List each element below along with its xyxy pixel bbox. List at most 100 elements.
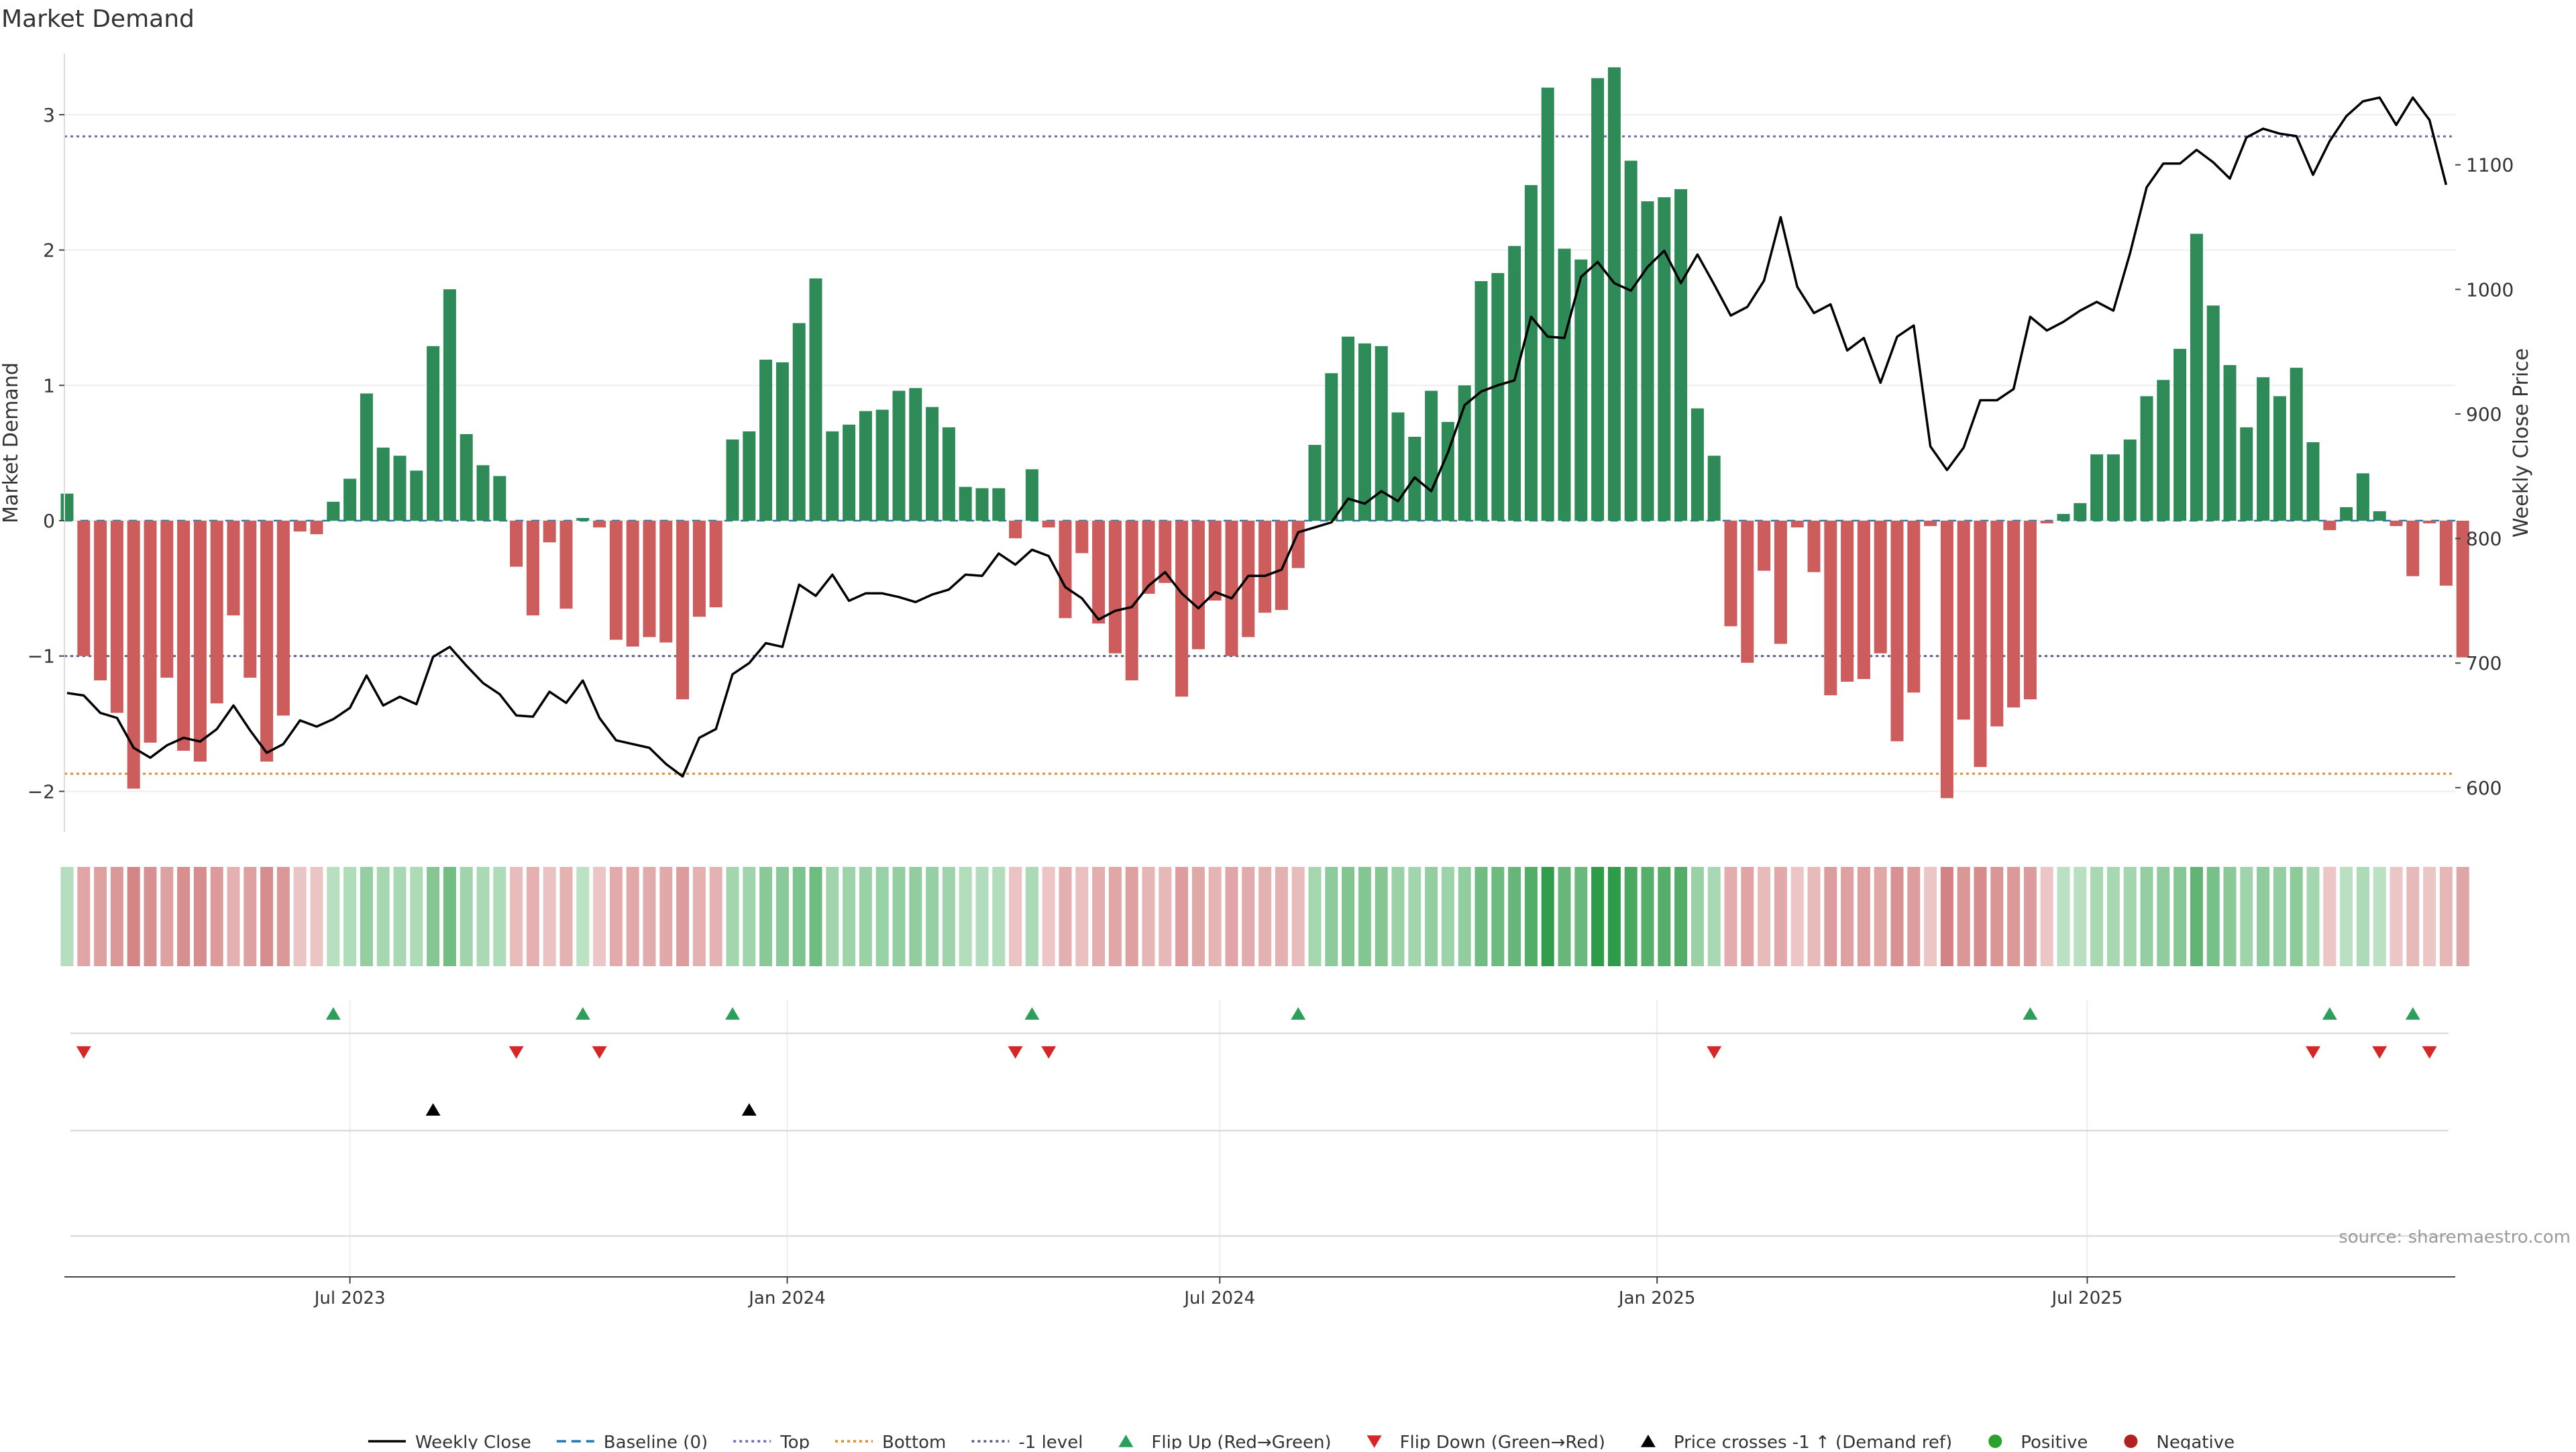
heat-cell <box>427 867 440 966</box>
heat-cell <box>2223 867 2237 966</box>
demand-bar <box>327 501 340 521</box>
heat-cell <box>1974 867 1987 966</box>
legend-item: Weekly Close <box>368 1433 531 1452</box>
demand-bar <box>609 521 623 640</box>
heat-cell <box>1541 867 1554 966</box>
heat-cell <box>1408 867 1421 966</box>
heat-cell <box>1990 867 2004 966</box>
demand-bar <box>1458 385 1471 521</box>
flip-up-marker <box>325 1007 341 1020</box>
heat-cell <box>1707 867 1721 966</box>
heat-cell <box>60 867 74 966</box>
legend-symbol <box>1118 1435 1134 1447</box>
heat-cell <box>2007 867 2021 966</box>
demand-bar <box>410 470 423 521</box>
heat-cell <box>1092 867 1106 966</box>
heat-cell <box>177 867 191 966</box>
heat-cell <box>1758 867 1771 966</box>
heat-cell <box>543 867 556 966</box>
heat-cell <box>260 867 274 966</box>
demand-bar <box>2074 503 2087 521</box>
heat-cell <box>1924 867 1937 966</box>
flip-up-marker <box>725 1007 740 1020</box>
heat-cell <box>1159 867 1172 966</box>
heat-cell <box>1508 867 1521 966</box>
demand-bar <box>476 465 490 521</box>
demand-bar <box>376 448 390 521</box>
heat-cell <box>1059 867 1072 966</box>
legend-symbol <box>1366 1435 1382 1448</box>
flip-up-marker <box>2405 1007 2420 1020</box>
x-tick-label: Jan 2025 <box>1617 1288 1696 1308</box>
price-cross-marker <box>425 1103 441 1116</box>
heat-cell <box>310 867 323 966</box>
heat-cell <box>1458 867 1471 966</box>
heat-cell <box>526 867 539 966</box>
demand-bar <box>260 521 274 762</box>
demand-bar <box>826 431 839 521</box>
heat-cell <box>843 867 856 966</box>
heat-cell <box>892 867 906 966</box>
heat-cell <box>1325 867 1338 966</box>
heat-cell <box>1358 867 1371 966</box>
heat-cell <box>410 867 423 966</box>
heat-cell <box>1558 867 1571 966</box>
demand-bar <box>443 289 456 521</box>
demand-bar <box>892 391 906 521</box>
demand-bar <box>2040 521 2053 524</box>
demand-bar <box>875 409 889 521</box>
demand-bar <box>1125 521 1138 681</box>
demand-bar <box>1108 521 1122 654</box>
heat-cell <box>1874 867 1887 966</box>
legend-label: Top <box>780 1433 810 1449</box>
demand-bar <box>843 424 856 521</box>
heat-cell <box>1208 867 1222 966</box>
y-axis-label: Market Demand <box>0 362 23 523</box>
legend-symbol <box>2124 1435 2138 1448</box>
heat-cell <box>975 867 989 966</box>
demand-bar <box>809 278 822 521</box>
demand-bar <box>1059 521 1072 619</box>
heat-cell <box>443 867 456 966</box>
demand-bar <box>743 431 756 521</box>
demand-bar <box>1175 521 1189 697</box>
heat-cell <box>559 867 573 966</box>
y2-tick-label: 800 <box>2466 528 2502 550</box>
heat-cell <box>909 867 922 966</box>
heat-cell <box>2123 867 2137 966</box>
heat-cell <box>1741 867 1754 966</box>
demand-bar <box>2190 234 2203 521</box>
demand-bar <box>160 521 174 678</box>
source-note: source: sharemaestro.com <box>2339 1227 2571 1247</box>
legend-item: Positive <box>1988 1433 2088 1452</box>
demand-bar <box>1308 445 1322 521</box>
heat-cell <box>343 867 357 966</box>
legend-item: Flip Down (Green→Red) <box>1366 1433 1605 1452</box>
heat-cell <box>77 867 91 966</box>
demand-bar <box>909 388 922 521</box>
heat-cell <box>959 867 972 966</box>
heat-cell <box>2040 867 2053 966</box>
demand-bar <box>1142 521 1155 594</box>
heat-cell <box>2290 867 2303 966</box>
y2-axis-label: Weekly Close Price <box>2510 348 2533 537</box>
heat-cell <box>1641 867 1654 966</box>
demand-bar <box>1824 521 1837 696</box>
heat-cell <box>743 867 756 966</box>
heat-cell <box>1940 867 1953 966</box>
demand-bar <box>643 521 656 637</box>
y-tick-label: −1 <box>28 645 55 668</box>
demand-bar <box>975 488 989 521</box>
heat-cell <box>2190 867 2203 966</box>
heat-cell <box>2174 867 2187 966</box>
demand-bar <box>1940 521 1953 798</box>
y2-tick-label: 1000 <box>2466 278 2514 301</box>
heat-cell <box>626 867 639 966</box>
heat-cell <box>1591 867 1605 966</box>
heat-cell <box>1108 867 1122 966</box>
flip-up-marker <box>2322 1007 2337 1020</box>
heat-cell <box>2090 867 2104 966</box>
legend-label: Weekly Close <box>415 1433 531 1449</box>
demand-bar <box>1075 521 1089 554</box>
